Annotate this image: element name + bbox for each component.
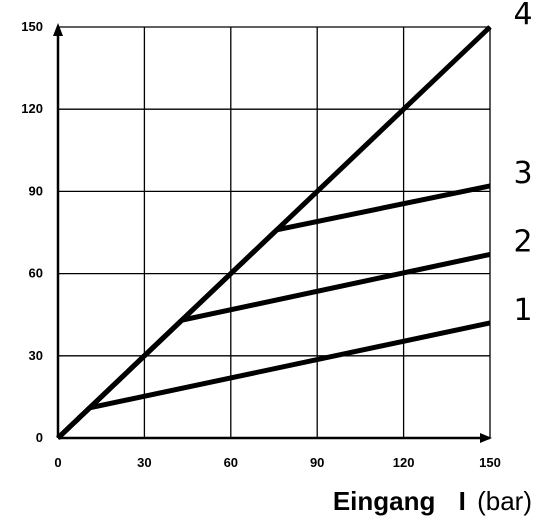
x-axis-label-unit: (bar) xyxy=(477,486,532,516)
x-axis-label-word: Eingang xyxy=(333,486,436,516)
x-axis-label-symbol: I xyxy=(459,486,466,516)
series-line-4 xyxy=(56,25,492,440)
series-label-2: 2 xyxy=(513,224,532,259)
y-tick-label: 60 xyxy=(29,266,43,281)
series-lines xyxy=(56,25,492,440)
x-tick-label: 30 xyxy=(137,455,151,470)
x-tick-label: 120 xyxy=(393,455,415,470)
x-axis-label: Eingang I (bar) xyxy=(333,486,532,516)
y-tick-label: 120 xyxy=(21,101,43,116)
series-label-4: 4 xyxy=(513,0,532,32)
y-tick-label: 30 xyxy=(29,348,43,363)
y-tick-label: 150 xyxy=(21,19,43,34)
y-tick-label: 0 xyxy=(36,430,43,445)
series-label-3: 3 xyxy=(513,156,532,191)
x-tick-label: 60 xyxy=(224,455,238,470)
y-tick-labels: 0 30 60 90 120 150 xyxy=(21,19,43,445)
x-tick-label: 0 xyxy=(54,455,61,470)
x-tick-label: 150 xyxy=(479,455,501,470)
series-line-1 xyxy=(56,320,491,440)
y-tick-label: 90 xyxy=(29,183,43,198)
x-tick-labels: 0 30 60 90 120 150 xyxy=(54,455,500,470)
axes xyxy=(53,23,492,443)
series-labels: 1 2 3 4 xyxy=(513,0,532,328)
y-axis-arrow xyxy=(53,23,63,36)
series-line-2 xyxy=(56,251,491,440)
series-label-1: 1 xyxy=(513,293,532,328)
grid-lines xyxy=(58,26,491,438)
x-axis-arrow xyxy=(480,433,492,443)
x-tick-label: 90 xyxy=(310,455,324,470)
